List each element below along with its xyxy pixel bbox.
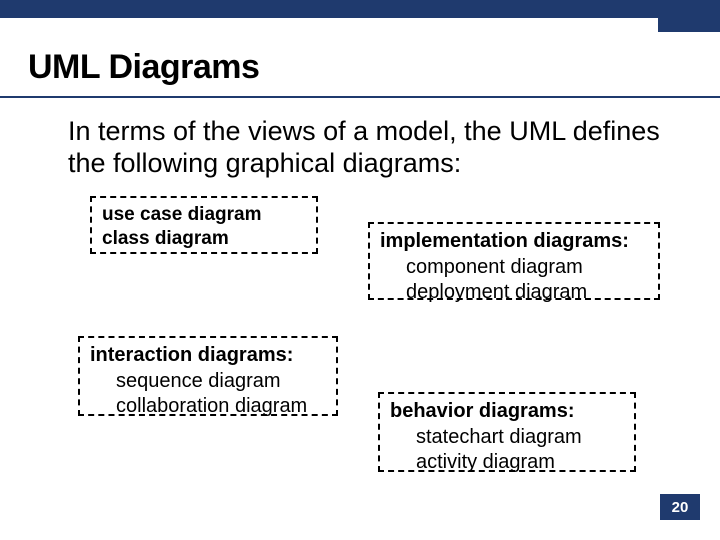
box-interaction: interaction diagrams: sequence diagram c…: [78, 336, 338, 416]
body-paragraph: In terms of the views of a model, the UM…: [68, 116, 690, 180]
box-implementation: implementation diagrams: component diagr…: [368, 222, 660, 300]
top-accent-block: [658, 0, 720, 32]
title-underline: [0, 96, 720, 98]
slide-title: UML Diagrams: [28, 48, 259, 87]
box1-item-1: class diagram: [102, 228, 306, 250]
box3-item-1: collaboration diagram: [116, 394, 326, 419]
box-usecase-class: use case diagram class diagram: [90, 196, 318, 254]
box2-item-1: deployment diagram: [406, 280, 648, 305]
box4-item-0: statechart diagram: [416, 425, 624, 450]
box1-item-0: use case diagram: [102, 204, 306, 226]
box4-item-1: activity diagram: [416, 450, 624, 475]
box3-item-0: sequence diagram: [116, 369, 326, 394]
box4-heading: behavior diagrams:: [390, 400, 624, 423]
slide: UML Diagrams In terms of the views of a …: [0, 0, 720, 540]
box-behavior: behavior diagrams: statechart diagram ac…: [378, 392, 636, 472]
top-accent-bar: [0, 0, 720, 18]
box2-item-0: component diagram: [406, 255, 648, 280]
page-number: 20: [660, 494, 700, 520]
box3-heading: interaction diagrams:: [90, 344, 326, 367]
box2-heading: implementation diagrams:: [380, 230, 648, 253]
